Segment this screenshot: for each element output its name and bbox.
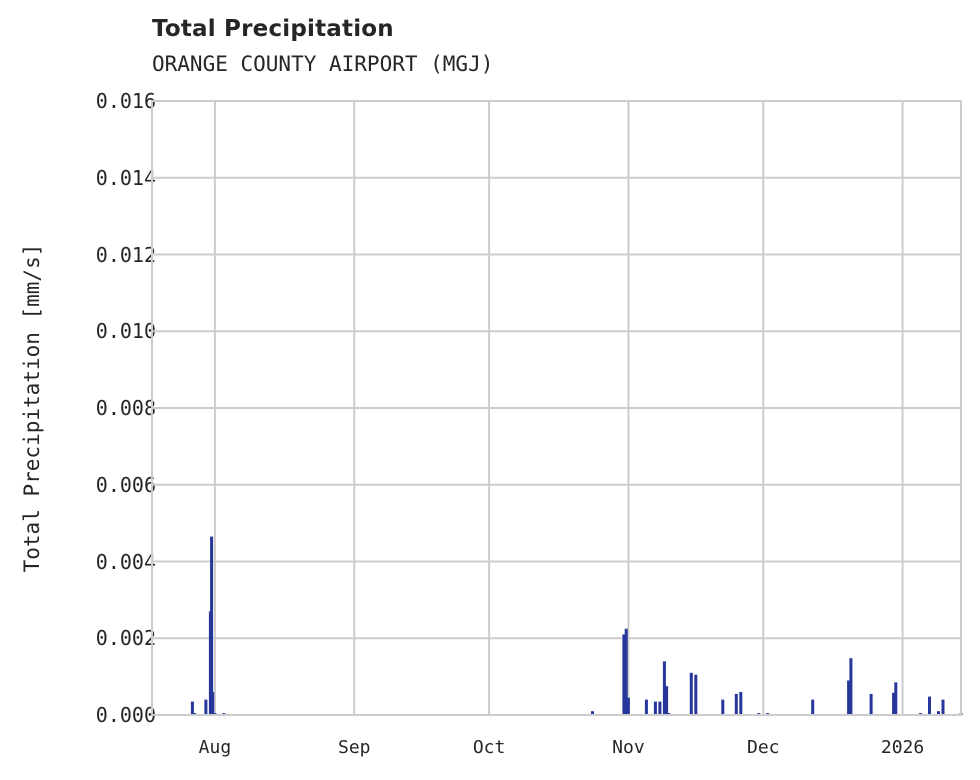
precip-bar bbox=[591, 711, 594, 715]
precipitation-bars bbox=[190, 536, 963, 715]
precip-bar bbox=[210, 536, 214, 715]
precip-bar bbox=[626, 697, 630, 715]
chart-title: Total Precipitation bbox=[152, 16, 394, 42]
x-tick-label: Nov bbox=[612, 737, 645, 758]
precip-bar bbox=[734, 693, 738, 715]
x-tick-label: 2026 bbox=[880, 737, 925, 758]
y-tick-label: 0.006 bbox=[95, 472, 156, 497]
precip-bar bbox=[894, 682, 898, 715]
x-tick-label: Dec bbox=[746, 737, 780, 758]
precip-bar bbox=[847, 680, 851, 715]
precip-bar bbox=[694, 674, 698, 715]
y-tick-label: 0.004 bbox=[95, 549, 156, 574]
y-tick-label: 0.016 bbox=[95, 89, 156, 113]
precip-bar bbox=[849, 658, 853, 715]
precip-bar bbox=[941, 699, 945, 715]
plot-frame bbox=[151, 100, 962, 716]
precip-bar bbox=[937, 711, 940, 715]
precip-bar bbox=[665, 686, 669, 715]
y-tick-label: 0.014 bbox=[95, 165, 156, 190]
precip-bar bbox=[811, 699, 815, 715]
y-tick-label: 0.002 bbox=[95, 626, 156, 651]
precip-bar bbox=[190, 701, 194, 715]
x-tick-label: Oct bbox=[472, 737, 506, 758]
x-tick-label: Aug bbox=[198, 737, 232, 758]
precip-bar bbox=[624, 628, 628, 715]
precip-bar bbox=[204, 699, 208, 715]
y-tick-label: 0.012 bbox=[95, 242, 156, 267]
precip-bar bbox=[658, 701, 662, 715]
precip-bar bbox=[892, 692, 896, 715]
y-tick-label: 0.010 bbox=[95, 319, 156, 344]
y-tick-label: 0.008 bbox=[95, 396, 156, 420]
precip-bar bbox=[662, 661, 666, 715]
precip-bar bbox=[644, 699, 648, 715]
precip-bar bbox=[653, 701, 657, 715]
precip-bar bbox=[622, 634, 626, 715]
chart-subtitle: ORANGE COUNTY AIRPORT (MGJ) bbox=[152, 52, 494, 76]
precip-bar bbox=[869, 693, 873, 715]
gridlines bbox=[152, 100, 961, 716]
precip-bar bbox=[689, 672, 693, 715]
y-tick-label: 0.000 bbox=[95, 703, 156, 727]
precip-bar bbox=[739, 692, 743, 715]
x-tick-label: Sep bbox=[337, 737, 371, 758]
precip-bar bbox=[211, 692, 215, 715]
precip-bar bbox=[721, 699, 725, 715]
precip-bar bbox=[928, 696, 931, 715]
